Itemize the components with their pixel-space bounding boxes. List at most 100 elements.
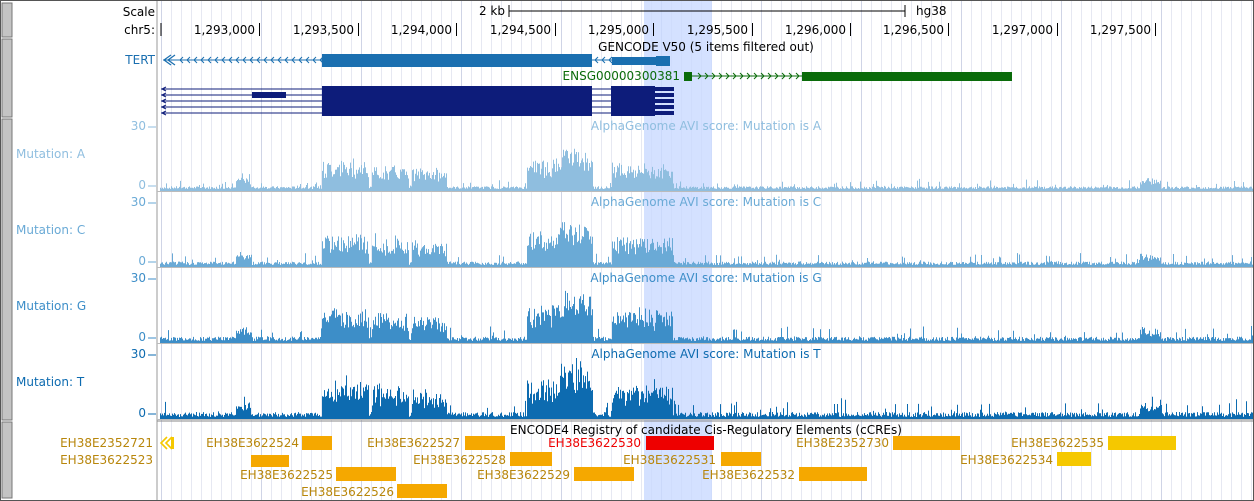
ccre-element[interactable]: EH38E3622530	[548, 436, 714, 450]
signal-track[interactable]: AlphaGenome AVI score: Mutation is T Muta…	[16, 347, 1253, 420]
ruler-position-label: 1,296,500	[883, 23, 944, 37]
ccre-label[interactable]: EH38E3622526	[301, 485, 394, 499]
gencode-track-title: GENCODE V50 (5 items filtered out)	[598, 40, 814, 54]
ruler-position-label: 1,296,000	[785, 23, 846, 37]
ccre-label[interactable]: EH38E3622535	[1011, 436, 1104, 450]
signal-track-name[interactable]: Mutation: A	[16, 147, 86, 161]
axis-max-label: 30	[131, 119, 146, 133]
ccre-block[interactable]	[1108, 436, 1176, 450]
ccre-track-title: ENCODE4 Registry of candidate Cis-Regula…	[510, 423, 902, 437]
ccre-element[interactable]: EH38E3622528	[413, 452, 552, 467]
axis-max-label: 30	[131, 195, 146, 209]
signal-histogram	[160, 358, 1253, 419]
ccre-elements[interactable]: EH38E2352721 EH38E3622523 EH38E3622524 EH38…	[60, 436, 1176, 499]
signal-track-title: AlphaGenome AVI score: Mutation is G	[590, 271, 821, 285]
drag-handle-gencode[interactable]	[1, 38, 13, 118]
ccre-label[interactable]: EH38E3622528	[413, 453, 506, 467]
signal-histogram	[160, 290, 1253, 343]
ensg-gene-label[interactable]: ENSG00000300381	[563, 69, 680, 83]
scale-value: 2 kb	[479, 4, 505, 18]
ruler-position-label: 1,297,500	[1090, 23, 1151, 37]
ccre-block[interactable]	[1057, 452, 1091, 466]
ccre-element[interactable]: EH38E3622535	[1011, 436, 1176, 450]
ruler-position-label: 1,293,000	[194, 23, 255, 37]
ccre-element[interactable]: EH38E3622532	[702, 467, 867, 482]
ruler-position-label: 1,295,000	[588, 23, 649, 37]
signal-track[interactable]: AlphaGenome AVI score: Mutation is G Muta…	[16, 271, 1253, 344]
ccre-label[interactable]: EH38E3622525	[240, 468, 333, 482]
axis-min-label: 0	[138, 254, 146, 268]
signal-track[interactable]: AlphaGenome AVI score: Mutation is C Muta…	[16, 195, 1253, 268]
chrom-label: chr5:	[124, 23, 155, 37]
drag-handle-signal-tracks[interactable]	[1, 118, 13, 421]
ccre-block[interactable]	[397, 484, 447, 498]
signal-track[interactable]: AlphaGenome AVI score: Mutation is A Muta…	[16, 119, 1253, 192]
ruler-position-label: 1,294,500	[490, 23, 551, 37]
ccre-block[interactable]	[574, 467, 634, 481]
tert-gene-label[interactable]: TERT	[124, 53, 155, 67]
ccre-label[interactable]: EH38E3622523	[60, 453, 153, 467]
ruler-position-label: 1,297,000	[992, 23, 1053, 37]
signal-histogram	[160, 222, 1253, 267]
ccre-block[interactable]	[893, 436, 960, 450]
axis-min-label: 0	[138, 406, 146, 420]
tert-isoform[interactable]	[160, 110, 674, 116]
ccre-label[interactable]: EH38E2352730	[796, 436, 889, 450]
tert-isoform[interactable]	[160, 92, 674, 98]
signal-track-title: AlphaGenome AVI score: Mutation is C	[591, 195, 821, 209]
ruler-positions: 1,293,000 1,293,500 1,294,000 1,294,500 1,29…	[194, 23, 1156, 37]
ccre-element[interactable]: EH38E2352721	[60, 436, 174, 450]
ccre-label[interactable]: EH38E3622531	[623, 453, 716, 467]
tert-isoform[interactable]	[160, 98, 674, 104]
ccre-offscreen-arrow-icon	[159, 436, 173, 450]
ccre-element[interactable]: EH38E3622525	[240, 467, 396, 482]
tert-isoform[interactable]	[160, 104, 674, 110]
ccre-label[interactable]: EH38E3622532	[702, 468, 795, 482]
ccre-block[interactable]	[510, 452, 552, 466]
tert-isoform[interactable]	[160, 86, 674, 92]
signal-track-name[interactable]: Mutation: G	[16, 299, 86, 313]
signal-tracks: AlphaGenome AVI score: Mutation is A Muta…	[16, 119, 1253, 420]
axis-max-label: 30	[131, 271, 146, 285]
ccre-element[interactable]: EH38E3622524	[206, 436, 332, 450]
ccre-label[interactable]: EH38E2352721	[60, 436, 153, 450]
signal-track-name[interactable]: Mutation: T	[16, 375, 85, 389]
ccre-label[interactable]: EH38E3622527	[367, 436, 460, 450]
signal-track-title: AlphaGenome AVI score: Mutation is A	[591, 119, 822, 133]
assembly-label: hg38	[916, 4, 947, 18]
ccre-element[interactable]: EH38E3622531	[623, 452, 761, 467]
ccre-label[interactable]: EH38E3622530	[548, 436, 641, 450]
ccre-element[interactable]: EH38E3622529	[477, 467, 634, 482]
ccre-block[interactable]	[799, 467, 867, 481]
ccre-block[interactable]	[646, 436, 714, 450]
ensg-gene-model[interactable]	[684, 72, 1012, 81]
ccre-element[interactable]: EH38E3622526	[301, 484, 447, 499]
tert-isoforms[interactable]	[160, 86, 674, 116]
ccre-block[interactable]	[465, 436, 505, 450]
tert-gene-model[interactable]	[162, 54, 670, 67]
ccre-label[interactable]: EH38E3622524	[206, 436, 299, 450]
ruler-position-label: 1,293,500	[293, 23, 354, 37]
ccre-block[interactable]	[721, 452, 761, 466]
ruler-position-label: 1,295,500	[687, 23, 748, 37]
signal-histogram	[160, 148, 1253, 191]
axis-min-label: 0	[138, 178, 146, 192]
ccre-block[interactable]	[302, 436, 332, 450]
axis-max-label: 30	[131, 347, 146, 361]
ccre-label[interactable]: EH38E3622534	[960, 453, 1053, 467]
ccre-element[interactable]: EH38E2352730	[796, 436, 960, 450]
scale-label: Scale	[123, 5, 155, 19]
ruler-position-label: 1,294,000	[391, 23, 452, 37]
ccre-element[interactable]: EH38E3622523	[60, 453, 289, 467]
drag-handle-ruler[interactable]	[1, 2, 13, 38]
ccre-block[interactable]	[251, 455, 289, 467]
ccre-block[interactable]	[336, 467, 396, 481]
ccre-element[interactable]: EH38E3622527	[367, 436, 505, 450]
ccre-block[interactable]	[171, 437, 174, 449]
ccre-label[interactable]: EH38E3622529	[477, 468, 570, 482]
drag-handle-ccre[interactable]	[1, 421, 13, 499]
ccre-element[interactable]: EH38E3622534	[960, 452, 1091, 467]
axis-min-label: 0	[138, 330, 146, 344]
signal-track-name[interactable]: Mutation: C	[16, 223, 85, 237]
